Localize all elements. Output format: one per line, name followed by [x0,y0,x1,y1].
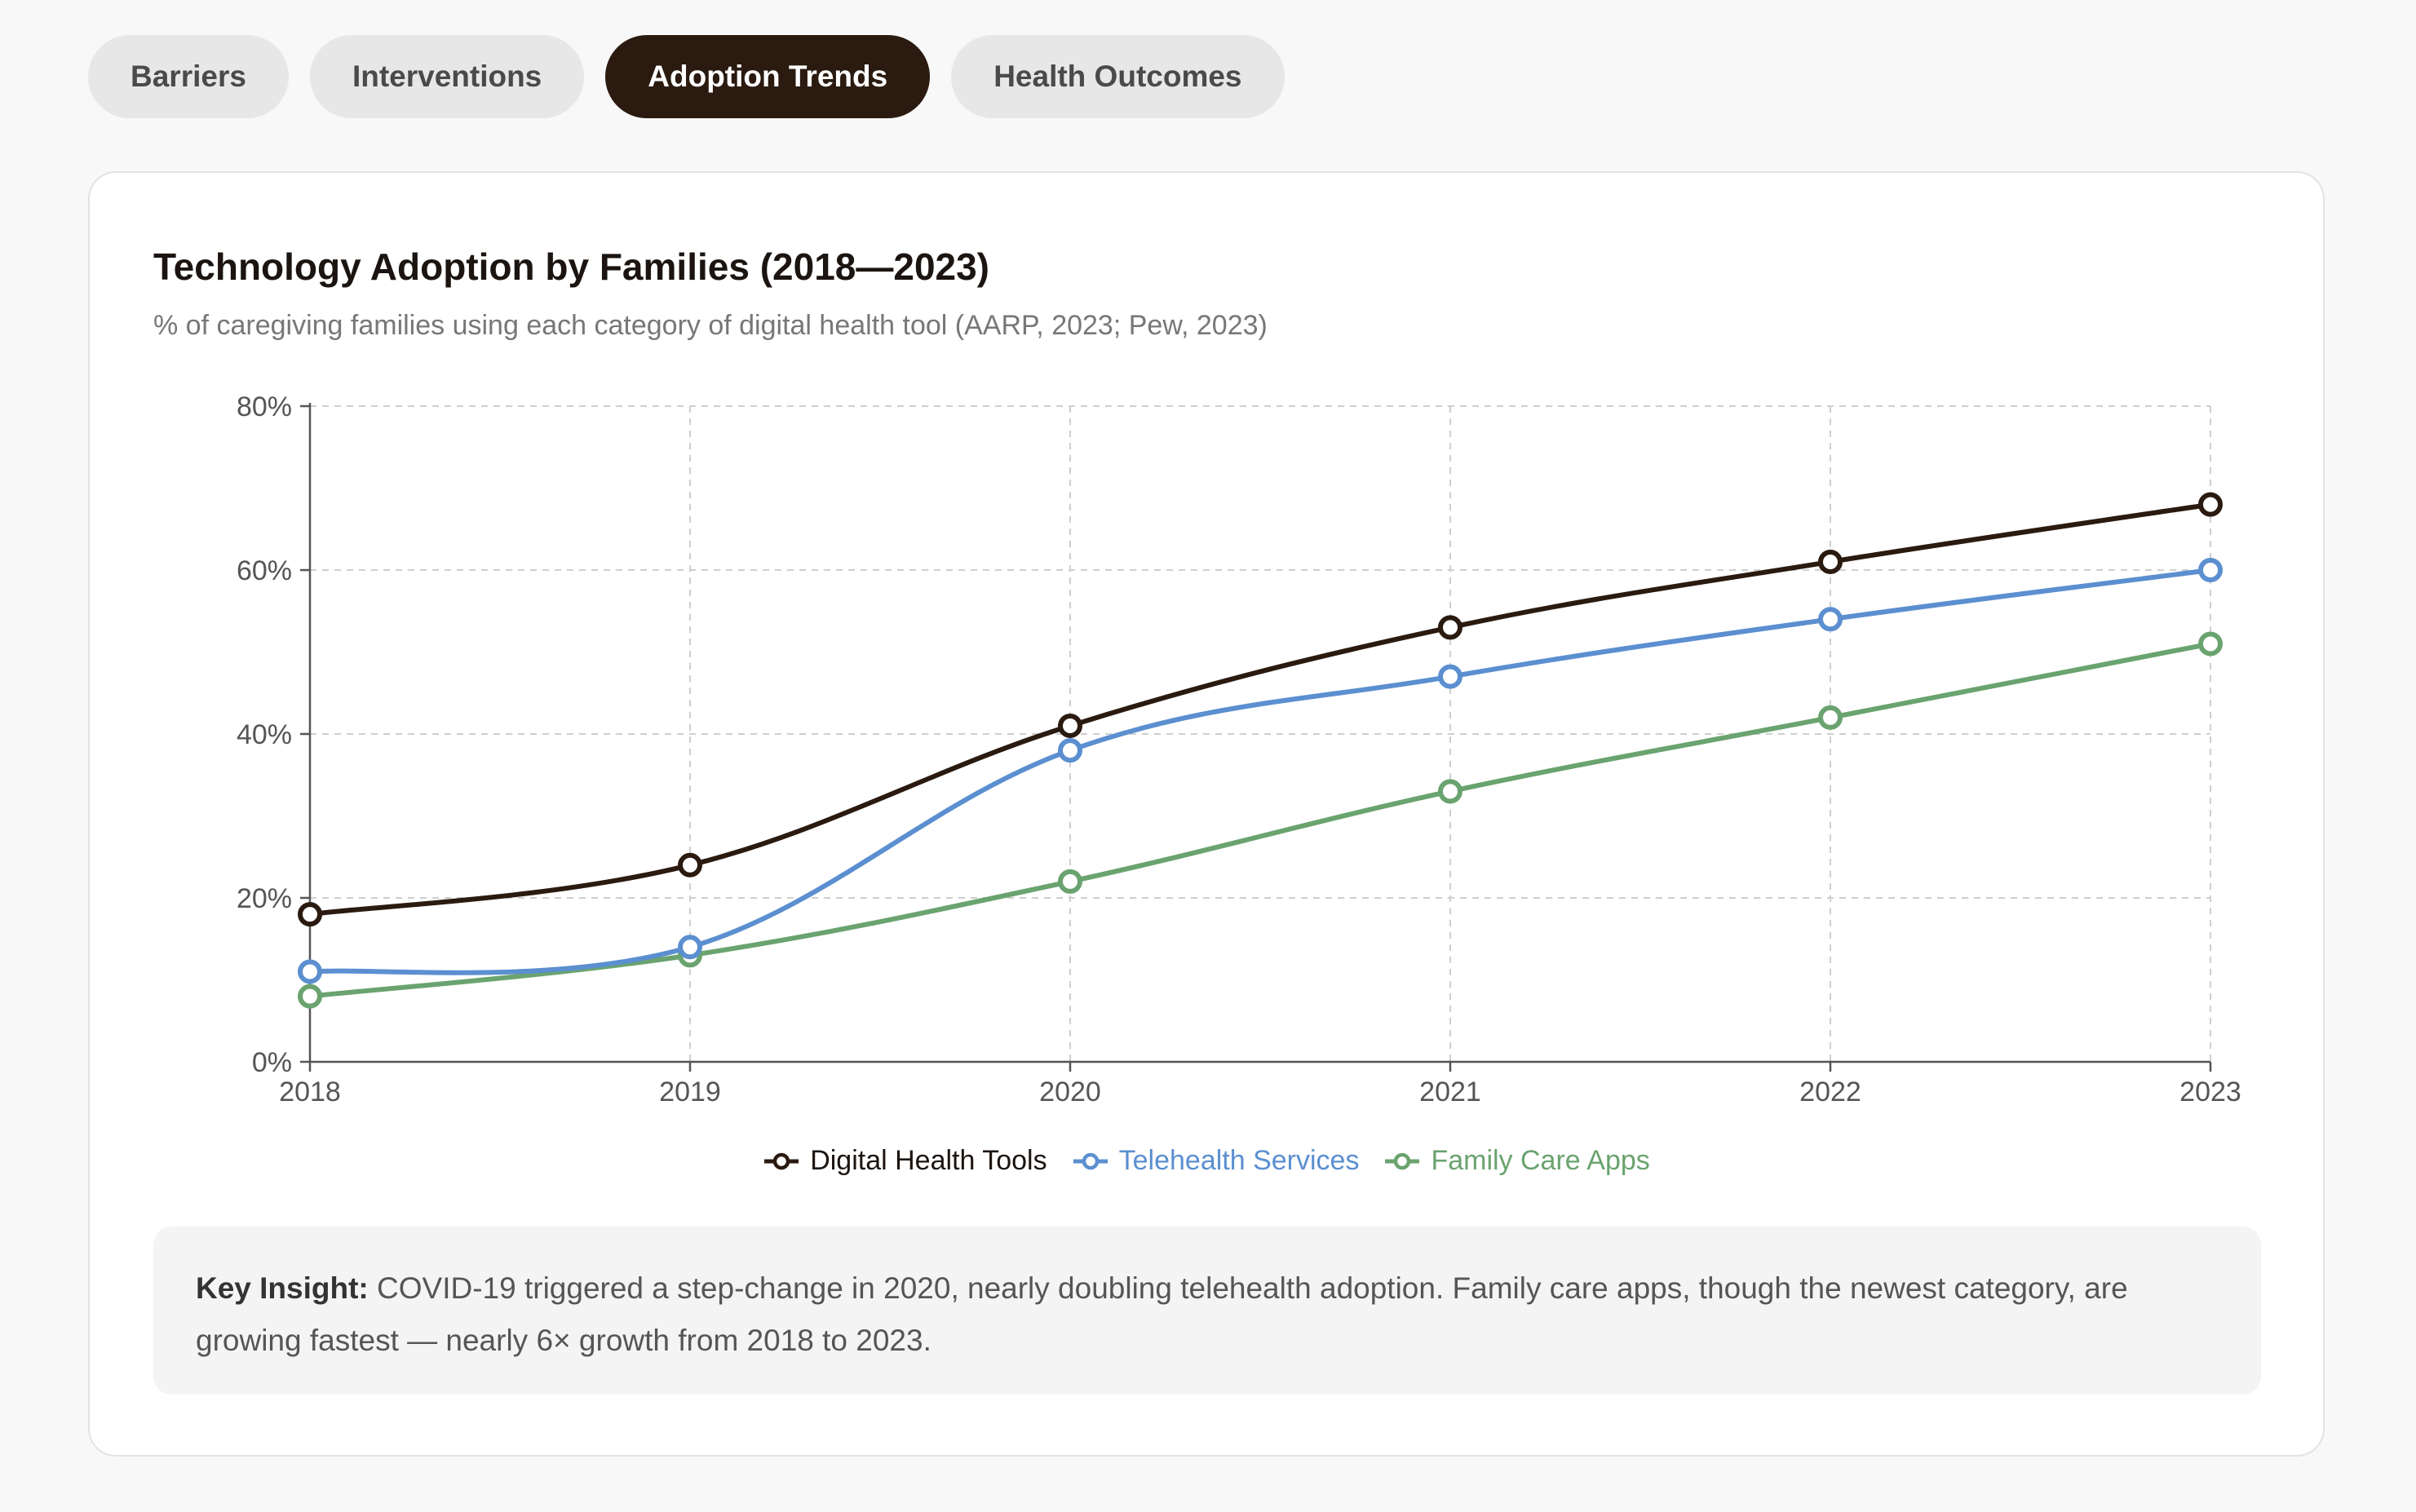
series-line-family-care-apps [308,641,2213,999]
y-tick-label: 40% [237,719,292,750]
key-insight-box: Key Insight: COVID-19 triggered a step-c… [153,1227,2261,1395]
y-tick-label: 20% [237,883,292,914]
y-tick-label: 80% [237,391,292,422]
key-insight-text: COVID-19 triggered a step-change in 2020… [196,1271,2128,1357]
x-tick-label: 2018 [279,1077,341,1107]
data-point-family-care-apps [1818,705,1843,730]
chart-title: Technology Adoption by Families (2018—20… [153,245,990,288]
data-point-telehealth-services [678,935,702,960]
line-chart: 0% 20% 40% 60% 80% 2018 2019 2020 2021 2022 2023 [237,391,2241,1107]
data-point-digital-health-tools [298,902,322,927]
legend-marker [1073,1152,1108,1169]
data-point-telehealth-services [1438,664,1462,689]
x-tick-label: 2019 [659,1077,721,1107]
series-line-telehealth-services [308,568,2213,975]
x-tick-label: 2023 [2179,1077,2241,1107]
legend-label: Digital Health Tools [810,1145,1047,1176]
legend-label: Telehealth Services [1118,1145,1360,1176]
data-point-telehealth-services [1818,607,1843,632]
tab-bar: Barriers Interventions Adoption Trends H… [88,35,1285,118]
legend-item-family-care-apps[interactable]: Family Care Apps [1383,1145,1650,1177]
data-point-digital-health-tools [2198,492,2223,517]
chart-card: Technology Adoption by Families (2018—20… [88,171,2325,1457]
legend-label: Family Care Apps [1431,1145,1650,1176]
data-point-telehealth-services [298,959,322,984]
data-point-telehealth-services [1058,738,1082,763]
data-point-family-care-apps [1438,779,1462,804]
legend-marker [764,1152,799,1169]
tab-health-outcomes[interactable]: Health Outcomes [951,35,1285,118]
data-point-family-care-apps [1058,869,1082,894]
series-line-digital-health-tools [308,502,2213,917]
x-tick-label: 2020 [1039,1077,1101,1107]
data-point-digital-health-tools [1438,615,1462,640]
chart-legend: Digital Health Tools Telehealth Services F… [90,1145,2323,1177]
legend-item-digital-health-tools[interactable]: Digital Health Tools [763,1145,1047,1177]
tab-adoption-trends[interactable]: Adoption Trends [605,35,931,118]
key-insight-label: Key Insight: [196,1271,369,1305]
data-point-digital-health-tools [1818,549,1843,574]
data-point-digital-health-tools [1058,713,1082,738]
legend-marker [1385,1152,1420,1169]
x-tick-label: 2021 [1419,1077,1481,1107]
tab-interventions[interactable]: Interventions [309,35,585,118]
y-tick-label: 0% [252,1047,292,1078]
tab-barriers[interactable]: Barriers [88,35,289,118]
data-point-digital-health-tools [678,852,702,878]
chart-subtitle: % of caregiving families using each cate… [153,310,1268,341]
data-point-family-care-apps [2198,631,2223,657]
legend-item-telehealth-services[interactable]: Telehealth Services [1072,1145,1360,1177]
data-point-telehealth-services [2198,558,2223,582]
x-tick-label: 2022 [1799,1077,1861,1107]
data-point-family-care-apps [298,984,322,1009]
y-tick-label: 60% [237,555,292,586]
